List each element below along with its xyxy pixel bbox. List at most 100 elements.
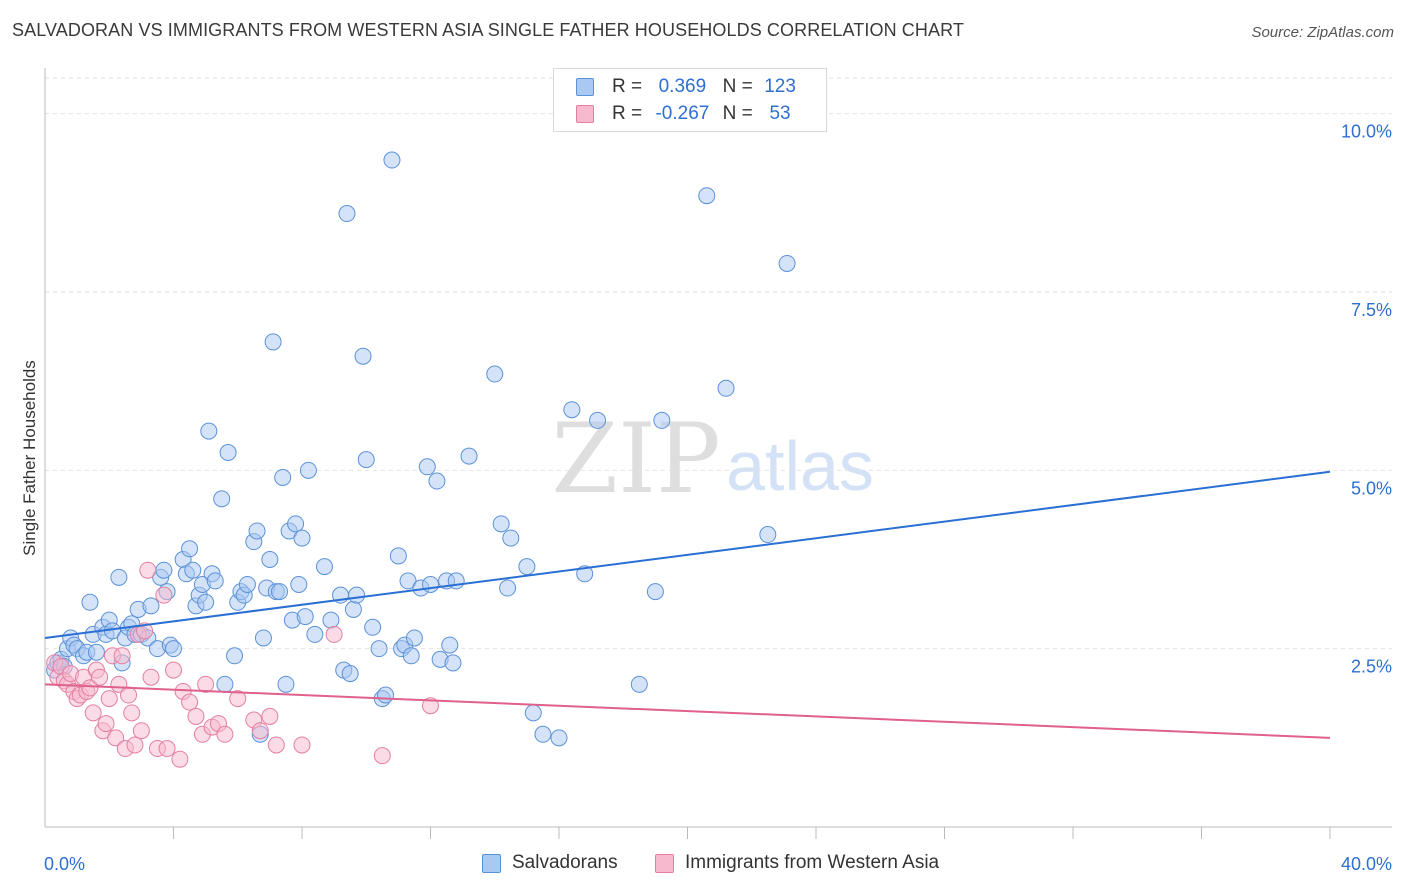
x-tick-label: 40.0%: [1341, 854, 1392, 874]
point-western-asia: [187, 707, 205, 725]
point-salvadoran: [200, 422, 218, 440]
legend-label-western-asia: Immigrants from Western Asia: [685, 852, 940, 873]
point-salvadoran: [499, 579, 517, 597]
watermark-zip: ZIP: [551, 403, 720, 515]
point-western-asia: [158, 740, 176, 758]
point-salvadoran: [277, 675, 295, 693]
point-salvadoran: [354, 347, 372, 365]
x-tick-label: 0.0%: [44, 854, 85, 874]
point-western-asia: [107, 729, 125, 747]
point-salvadoran: [248, 522, 266, 540]
point-western-asia: [197, 675, 215, 693]
y-tick-label: 5.0%: [1351, 478, 1392, 498]
point-western-asia: [142, 668, 160, 686]
point-salvadoran: [238, 575, 256, 593]
point-salvadoran: [293, 529, 311, 547]
point-western-asia: [84, 704, 102, 722]
point-western-asia: [293, 736, 311, 754]
point-western-asia: [136, 622, 154, 640]
point-salvadoran: [402, 647, 420, 665]
point-western-asia: [113, 647, 131, 665]
point-salvadoran: [502, 529, 520, 547]
point-salvadoran: [81, 593, 99, 611]
point-salvadoran: [315, 558, 333, 576]
point-salvadoran: [534, 725, 552, 743]
point-salvadoran: [299, 461, 317, 479]
chart-title: SALVADORAN VS IMMIGRANTS FROM WESTERN AS…: [12, 20, 964, 40]
point-salvadoran: [181, 540, 199, 558]
point-western-asia: [120, 686, 138, 704]
point-salvadoran: [698, 187, 716, 205]
point-salvadoran: [184, 561, 202, 579]
point-salvadoran: [460, 447, 478, 465]
point-salvadoran: [110, 568, 128, 586]
point-salvadoran: [206, 572, 224, 590]
point-salvadoran: [226, 647, 244, 665]
point-salvadoran: [271, 583, 289, 601]
legend-n-label: N =: [722, 103, 753, 124]
point-salvadoran: [296, 608, 314, 626]
point-salvadoran: [653, 411, 671, 429]
point-western-asia: [216, 725, 234, 743]
legend-r-value: -0.267: [655, 103, 710, 124]
point-salvadoran: [389, 547, 407, 565]
y-tick-label: 10.0%: [1341, 122, 1392, 142]
point-western-asia: [165, 661, 182, 679]
point-western-asia: [91, 668, 109, 686]
point-western-asia: [81, 679, 99, 697]
point-salvadoran: [370, 640, 388, 658]
point-salvadoran: [264, 333, 282, 351]
point-salvadoran: [165, 640, 182, 658]
point-salvadoran: [261, 551, 279, 568]
point-salvadoran: [405, 629, 423, 647]
point-salvadoran: [274, 468, 292, 486]
point-salvadoran: [383, 151, 401, 169]
point-salvadoran: [155, 561, 173, 579]
point-salvadoran: [87, 643, 105, 661]
point-salvadoran: [486, 365, 504, 383]
trendline-western-asia: [44, 683, 1331, 739]
point-western-asia: [123, 704, 141, 722]
point-salvadoran: [216, 675, 234, 693]
point-salvadoran: [348, 586, 366, 604]
point-western-asia: [267, 736, 285, 754]
point-salvadoran: [589, 411, 607, 429]
point-salvadoran: [418, 458, 436, 476]
point-salvadoran: [197, 593, 215, 611]
point-salvadoran: [219, 444, 237, 461]
point-salvadoran: [441, 636, 459, 654]
point-salvadoran: [142, 597, 160, 615]
point-western-asia: [325, 625, 343, 643]
point-salvadoran: [717, 379, 735, 397]
point-salvadoran: [213, 490, 231, 508]
point-salvadoran: [322, 611, 340, 629]
point-western-asia: [422, 697, 439, 715]
point-western-asia: [132, 722, 150, 740]
point-western-asia: [181, 693, 199, 711]
point-salvadoran: [778, 254, 796, 272]
legend-n-value: 53: [769, 103, 791, 124]
point-salvadoran: [646, 583, 664, 601]
point-salvadoran: [338, 205, 356, 223]
point-western-asia: [126, 736, 144, 754]
point-salvadoran: [550, 729, 568, 747]
point-salvadoran: [290, 575, 308, 593]
legend-swatch-western-asia: [576, 105, 594, 123]
correlation-legend: R = 0.369 N = 123 R = -0.267 N = 53: [553, 68, 827, 132]
point-salvadoran: [563, 401, 581, 419]
legend-swatch-salvadorans: [482, 854, 501, 873]
point-salvadoran: [357, 451, 375, 469]
point-western-asia: [251, 722, 269, 740]
legend-r-label: R =: [612, 76, 643, 97]
trendline-salvadorans: [44, 470, 1331, 639]
source-credit: Source: ZipAtlas.com: [1251, 24, 1394, 41]
series-legend: Salvadorans Immigrants from Western Asia: [0, 852, 1406, 878]
point-salvadoran: [492, 515, 510, 533]
point-salvadoran: [759, 526, 777, 544]
legend-swatch-salvadorans: [576, 78, 594, 96]
legend-n-value: 123: [764, 76, 796, 97]
point-salvadoran: [630, 675, 648, 693]
point-salvadoran: [377, 686, 395, 704]
legend-swatch-western-asia: [655, 854, 674, 873]
